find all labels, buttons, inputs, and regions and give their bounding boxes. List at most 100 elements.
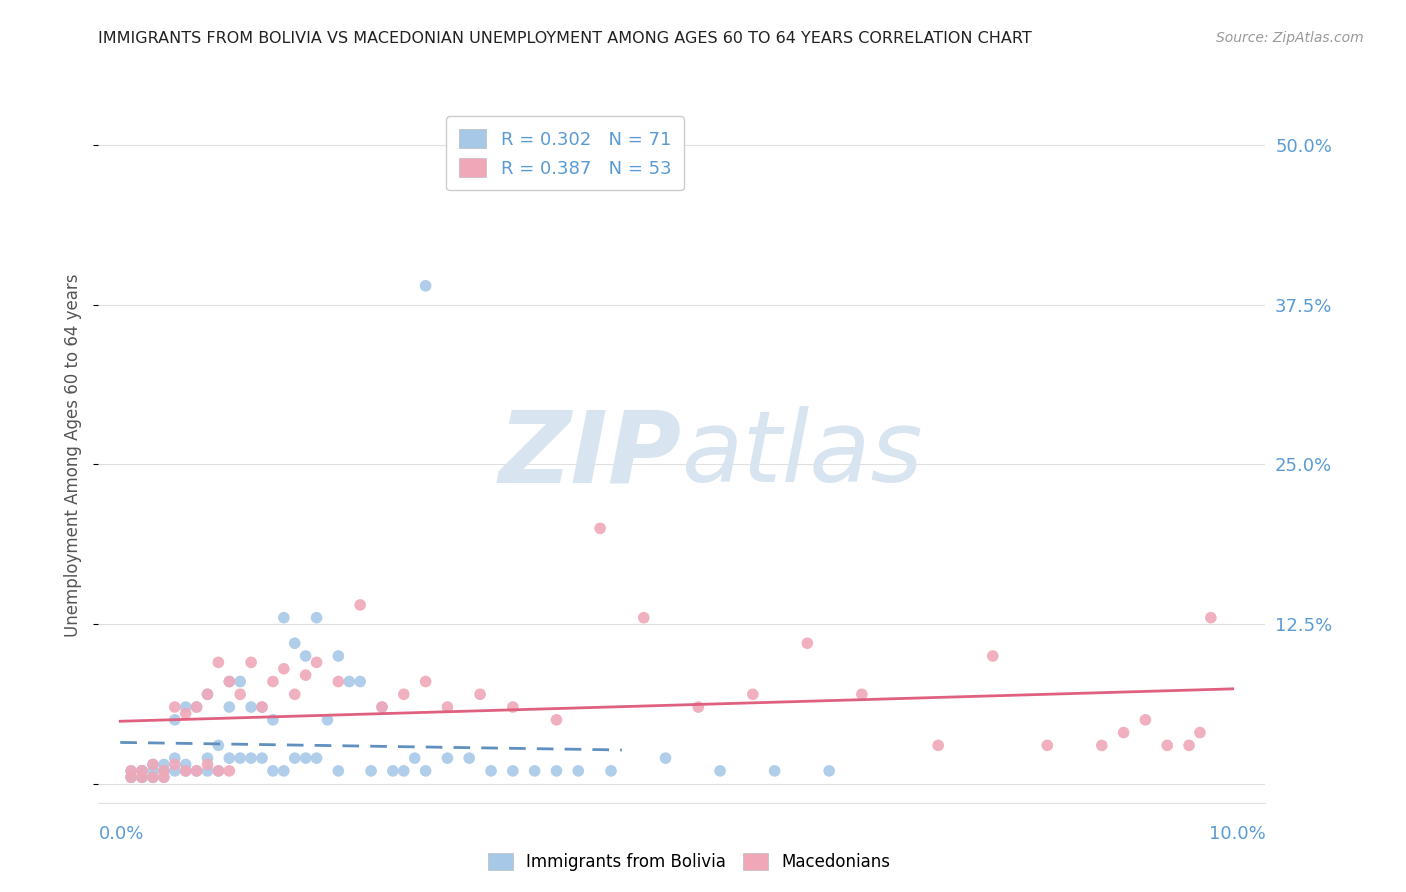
Point [174, 764, 197, 778]
Point [197, 757, 219, 772]
Point [294, 648, 316, 663]
Point [273, 662, 295, 676]
Point [250, 751, 273, 765]
Point [654, 751, 676, 765]
Point [633, 610, 655, 624]
Point [131, 770, 153, 784]
Point [197, 751, 219, 765]
Point [163, 764, 186, 778]
Point [207, 739, 229, 753]
Point [328, 764, 350, 778]
Point [250, 700, 273, 714]
Point [153, 757, 176, 772]
Point [818, 764, 841, 778]
Point [207, 656, 229, 670]
Point [328, 674, 350, 689]
Point [709, 764, 731, 778]
Point [163, 751, 186, 765]
Point [305, 751, 328, 765]
Point [262, 674, 284, 689]
Point [589, 521, 612, 535]
Point [927, 739, 949, 753]
Point [284, 687, 307, 701]
Point [229, 687, 252, 701]
Point [273, 764, 295, 778]
Point [153, 764, 176, 778]
Point [1156, 739, 1178, 753]
Point [186, 764, 208, 778]
Point [174, 706, 197, 721]
Point [1091, 739, 1114, 753]
Point [404, 751, 426, 765]
Point [197, 687, 219, 701]
Point [1112, 725, 1135, 739]
Point [392, 687, 415, 701]
Point [415, 278, 437, 293]
Point [1135, 713, 1157, 727]
Point [468, 687, 491, 701]
Point [371, 700, 394, 714]
Point [262, 713, 284, 727]
Point [458, 751, 481, 765]
Point [284, 751, 307, 765]
Point [229, 674, 252, 689]
Point [131, 770, 153, 784]
Point [174, 700, 197, 714]
Point [207, 764, 229, 778]
Point [163, 757, 186, 772]
Point [328, 648, 350, 663]
Point [120, 770, 142, 784]
Point [600, 764, 623, 778]
Point [153, 770, 176, 784]
Point [229, 751, 252, 765]
Point [142, 764, 165, 778]
Point [186, 764, 208, 778]
Point [163, 713, 186, 727]
Point [371, 700, 394, 714]
Point [186, 700, 208, 714]
Point [763, 764, 786, 778]
Point [294, 668, 316, 682]
Point [250, 700, 273, 714]
Point [436, 751, 458, 765]
Text: 10.0%: 10.0% [1209, 825, 1265, 843]
Point [546, 713, 568, 727]
Point [153, 764, 176, 778]
Point [523, 764, 546, 778]
Point [337, 674, 360, 689]
Point [415, 764, 437, 778]
Point [120, 770, 142, 784]
Point [218, 751, 240, 765]
Point [142, 770, 165, 784]
Point [502, 700, 524, 714]
Point [981, 648, 1004, 663]
Legend: R = 0.302   N = 71, R = 0.387   N = 53: R = 0.302 N = 71, R = 0.387 N = 53 [447, 116, 683, 190]
Text: 0.0%: 0.0% [98, 825, 143, 843]
Point [240, 751, 263, 765]
Point [197, 687, 219, 701]
Text: Source: ZipAtlas.com: Source: ZipAtlas.com [1216, 31, 1364, 45]
Point [392, 764, 415, 778]
Point [174, 764, 197, 778]
Point [436, 700, 458, 714]
Point [294, 751, 316, 765]
Point [316, 713, 339, 727]
Point [796, 636, 818, 650]
Point [153, 764, 176, 778]
Point [284, 636, 307, 650]
Text: IMMIGRANTS FROM BOLIVIA VS MACEDONIAN UNEMPLOYMENT AMONG AGES 60 TO 64 YEARS COR: IMMIGRANTS FROM BOLIVIA VS MACEDONIAN UN… [98, 31, 1032, 46]
Point [163, 700, 186, 714]
Point [131, 770, 153, 784]
Point [131, 764, 153, 778]
Point [218, 674, 240, 689]
Point [305, 610, 328, 624]
Point [142, 770, 165, 784]
Text: atlas: atlas [682, 407, 924, 503]
Point [349, 598, 371, 612]
Point [360, 764, 382, 778]
Point [851, 687, 873, 701]
Point [349, 674, 371, 689]
Point [120, 770, 142, 784]
Point [218, 700, 240, 714]
Point [479, 764, 502, 778]
